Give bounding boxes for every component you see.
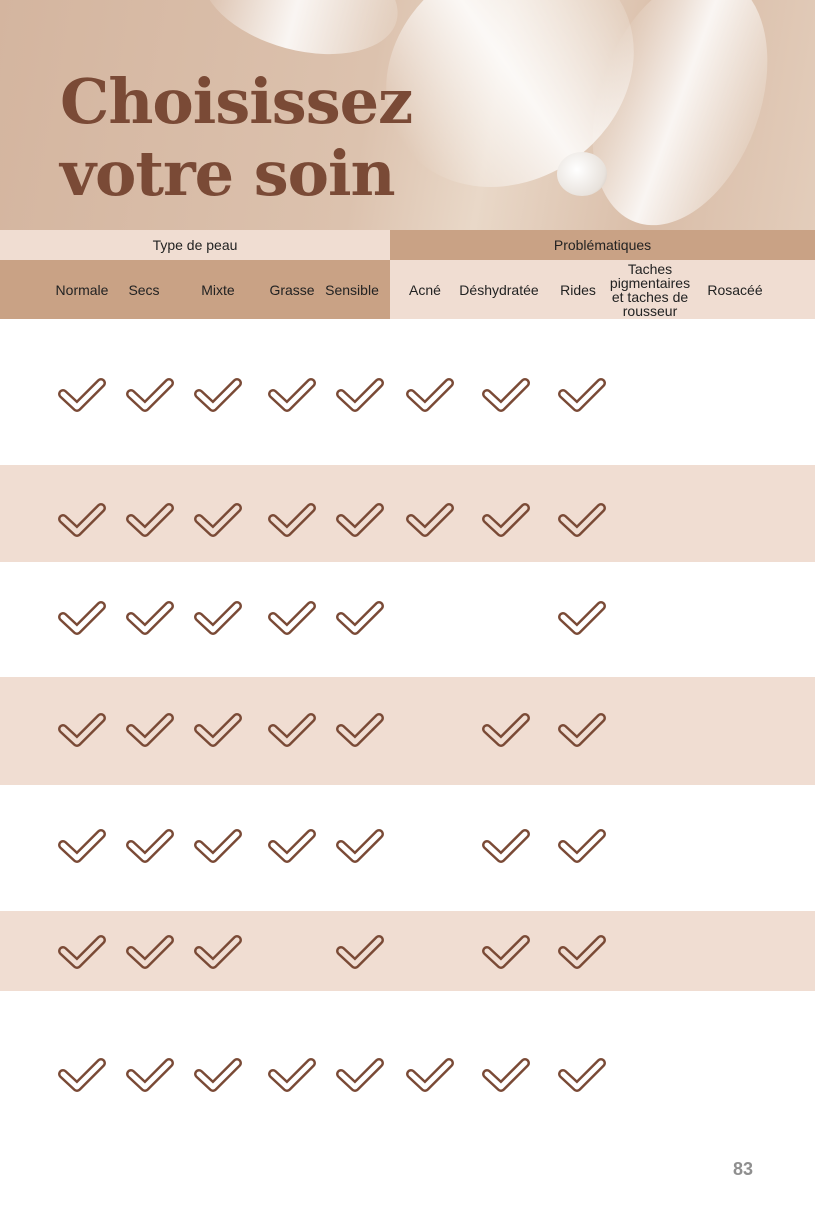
- table-row: [0, 562, 815, 677]
- check-icon: [482, 829, 530, 863]
- check-icon: [336, 601, 384, 635]
- group-skin-type: Type de peau: [0, 230, 390, 260]
- check-icon: [558, 1058, 606, 1092]
- check-icon: [268, 713, 316, 747]
- table-row: [0, 911, 815, 991]
- check-icon: [268, 829, 316, 863]
- column-header: Normale: [55, 281, 109, 298]
- check-icon: [126, 713, 174, 747]
- column-header: Mixte: [201, 281, 235, 298]
- check-icon: [58, 935, 106, 969]
- check-icon: [126, 935, 174, 969]
- cream-drop: [557, 152, 607, 196]
- group-issues: Problématiques: [390, 230, 815, 260]
- check-icon: [126, 503, 174, 537]
- check-icon: [558, 378, 606, 412]
- check-icon: [558, 503, 606, 537]
- check-icon: [194, 1058, 242, 1092]
- check-icon: [558, 829, 606, 863]
- table-row: [0, 785, 815, 911]
- check-icon: [406, 378, 454, 412]
- check-icon: [194, 829, 242, 863]
- check-icon: [558, 935, 606, 969]
- check-icon: [336, 935, 384, 969]
- column-header: Taches pigmentaires et taches de rousseu…: [609, 260, 691, 319]
- check-icon: [126, 1058, 174, 1092]
- check-icon: [336, 1058, 384, 1092]
- column-header: Acné: [409, 281, 441, 298]
- table-row: [0, 319, 815, 465]
- check-icon: [406, 503, 454, 537]
- check-icon: [482, 503, 530, 537]
- check-icon: [336, 378, 384, 412]
- check-icon: [482, 1058, 530, 1092]
- column-header: Rides: [560, 281, 596, 298]
- check-icon: [482, 713, 530, 747]
- check-icon: [126, 601, 174, 635]
- check-icon: [336, 713, 384, 747]
- check-icon: [58, 601, 106, 635]
- check-icon: [336, 503, 384, 537]
- check-icon: [194, 713, 242, 747]
- column-header: Sensible: [325, 281, 379, 298]
- table-row: [0, 465, 815, 562]
- check-icon: [482, 935, 530, 969]
- page-title: Choisissez votre soin: [60, 65, 413, 210]
- check-icon: [58, 378, 106, 412]
- check-icon: [194, 601, 242, 635]
- check-icon: [126, 378, 174, 412]
- table-row: [0, 991, 815, 1160]
- check-icon: [558, 713, 606, 747]
- check-icon: [58, 713, 106, 747]
- check-icon: [406, 1058, 454, 1092]
- check-icon: [268, 503, 316, 537]
- check-icon: [58, 1058, 106, 1092]
- column-header: Secs: [128, 281, 160, 298]
- check-icon: [58, 503, 106, 537]
- column-header: Rosacéé: [707, 281, 763, 298]
- column-header: Grasse: [269, 281, 315, 298]
- check-icon: [268, 601, 316, 635]
- check-icon: [194, 378, 242, 412]
- page-number: 83: [733, 1159, 754, 1179]
- table-row: [0, 677, 815, 785]
- check-icon: [194, 935, 242, 969]
- column-header: Déshydratée: [459, 281, 539, 298]
- hero-image: Choisissez votre soin: [0, 0, 815, 230]
- check-icon: [482, 378, 530, 412]
- check-icon: [126, 829, 174, 863]
- check-icon: [336, 829, 384, 863]
- check-icon: [58, 829, 106, 863]
- check-icon: [268, 1058, 316, 1092]
- check-icon: [268, 378, 316, 412]
- check-icon: [558, 601, 606, 635]
- check-icon: [194, 503, 242, 537]
